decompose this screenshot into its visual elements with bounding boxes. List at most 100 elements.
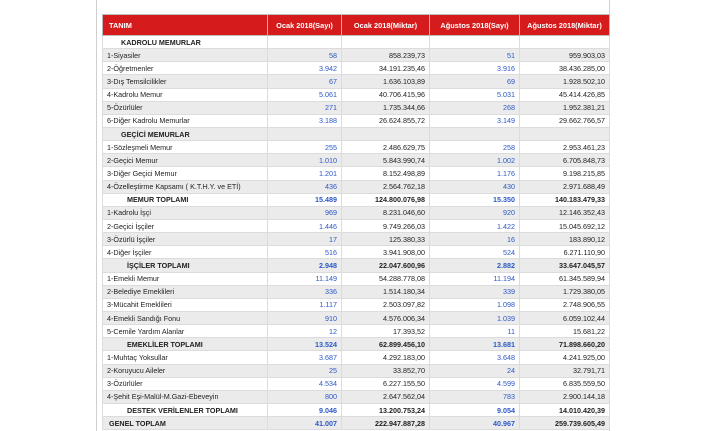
cell-agustos-sayi: 51 <box>429 48 520 63</box>
cell-tanim: 4-Kadrolu Memur <box>102 87 268 102</box>
table-row: 5-Cemile Yardım Alanlar 12 17.393,52 11 15.6… <box>102 324 610 339</box>
cell-ocak-sayi: 3.687 <box>267 350 342 365</box>
table-row: 4-Kadrolu Memur 5.061 40.706.415,96 5.031 45… <box>102 87 610 102</box>
table-row: 1-Emekli Memur 11.149 54.288.778,08 11.194 6… <box>102 271 610 286</box>
cell-agustos-sayi: 268 <box>429 100 520 115</box>
cell-agustos-sayi: 430 <box>429 179 520 194</box>
column-header-agustos-sayi: Ağustos 2018(Sayı) <box>429 14 520 36</box>
table-row: 2-Geçici İşçiler 1.446 9.749.266,03 1.422 15… <box>102 218 610 234</box>
cell-ocak-miktar: 13.200.753,24 <box>341 402 430 418</box>
cell-agustos-sayi: 1.002 <box>429 153 520 168</box>
cell-tanim: 4-Özelleştirme Kapsamı ( K.T.H.Y. ve ETİ… <box>102 179 268 194</box>
cell-ocak-sayi: 25 <box>267 363 342 378</box>
table-row: 2-Koruyucu Aileler 25 33.852,70 24 32.791,71 <box>102 363 610 378</box>
cell-ocak-miktar: 858.239,73 <box>341 48 430 63</box>
cell-tanim: EMEKLİLER TOPLAMI <box>102 337 268 352</box>
cell-ocak-miktar: 5.843.990,74 <box>341 153 430 168</box>
report-table-container: TANIM Ocak 2018(Sayı) Ocak 2018(Miktar) … <box>102 14 610 431</box>
total-row: İŞÇİLER TOPLAMI 2.948 22.047.600,96 2.882 33… <box>102 258 610 273</box>
cell-agustos-sayi: 1.422 <box>429 218 520 234</box>
cell-agustos-miktar: 140.183.479,33 <box>519 192 610 207</box>
table-body: KADROLU MEMURLAR 1-Siyasiler 58 858.239,73 5… <box>102 34 610 431</box>
cell-ocak-sayi: 15.489 <box>267 192 342 207</box>
cell-agustos-sayi: 783 <box>429 389 520 404</box>
cell-tanim: 4-Şehit Eşi-Malül-M.Gazi-Ebeveyin <box>102 389 268 404</box>
cell-ocak-miktar: 22.047.600,96 <box>341 258 430 273</box>
cell-tanim: 4-Emekli Sandığı Fonu <box>102 310 268 326</box>
column-header-agustos-miktar: Ağustos 2018(Miktar) <box>519 14 610 36</box>
table-row: 4-Şehit Eşi-Malül-M.Gazi-Ebeveyin 800 2.64… <box>102 389 610 404</box>
cell-agustos-sayi: 1.039 <box>429 310 520 326</box>
cell-agustos-miktar: 2.953.461,23 <box>519 140 610 155</box>
table-row: 4-Diğer İşçiler 516 3.941.908,00 524 6.271.1… <box>102 245 610 260</box>
column-header-ocak-sayi: Ocak 2018(Sayı) <box>267 14 342 36</box>
cell-agustos-miktar <box>519 34 610 50</box>
cell-agustos-sayi: 920 <box>429 205 520 220</box>
cell-ocak-miktar: 222.947.887,28 <box>341 416 430 431</box>
cell-tanim: 1-Sözleşmeli Memur <box>102 140 268 155</box>
table-row: 1-Kadrolu İşçi 969 8.231.046,60 920 12.146.3… <box>102 205 610 220</box>
cell-ocak-miktar: 6.227.155,50 <box>341 376 430 391</box>
table-row: 6-Diğer Kadrolu Memurlar 3.188 26.624.855,… <box>102 113 610 128</box>
cell-agustos-miktar: 4.241.925,00 <box>519 350 610 365</box>
cell-agustos-sayi: 3.149 <box>429 113 520 128</box>
cell-ocak-miktar: 54.288.778,08 <box>341 271 430 286</box>
cell-ocak-sayi: 3.942 <box>267 61 342 76</box>
table-row: 5-Özürlüler 271 1.735.344,66 268 1.952.381,2… <box>102 100 610 115</box>
cell-ocak-sayi: 1.446 <box>267 218 342 234</box>
cell-ocak-sayi: 13.524 <box>267 337 342 352</box>
cell-ocak-sayi: 17 <box>267 232 342 247</box>
cell-tanim: 1-Kadrolu İşçi <box>102 205 268 220</box>
cell-agustos-miktar: 71.898.660,20 <box>519 337 610 352</box>
cell-agustos-miktar: 6.835.559,50 <box>519 376 610 391</box>
cell-agustos-sayi: 258 <box>429 140 520 155</box>
cell-ocak-miktar: 2.486.629,75 <box>341 140 430 155</box>
cell-tanim: GENEL TOPLAM <box>102 416 268 431</box>
cell-ocak-sayi <box>267 126 342 142</box>
cell-tanim: 4-Diğer İşçiler <box>102 245 268 260</box>
cell-agustos-miktar: 6.271.110,90 <box>519 245 610 260</box>
cell-ocak-sayi: 336 <box>267 284 342 299</box>
cell-ocak-miktar <box>341 126 430 142</box>
cell-tanim: 5-Özürlüler <box>102 100 268 115</box>
cell-ocak-sayi: 58 <box>267 48 342 63</box>
cell-agustos-miktar: 33.647.045,57 <box>519 258 610 273</box>
cell-agustos-miktar: 2.971.688,49 <box>519 179 610 194</box>
cell-agustos-sayi: 524 <box>429 245 520 260</box>
cell-agustos-sayi: 1.176 <box>429 166 520 181</box>
table-row: 1-Sözleşmeli Memur 255 2.486.629,75 258 2.95… <box>102 140 610 155</box>
cell-ocak-miktar: 1.735.344,66 <box>341 100 430 115</box>
cell-agustos-miktar <box>519 126 610 142</box>
cell-ocak-sayi: 255 <box>267 140 342 155</box>
cell-ocak-miktar: 62.899.456,10 <box>341 337 430 352</box>
table-row: 3-Mücahit Emeklileri 1.117 2.503.097,82 1.0… <box>102 297 610 312</box>
cell-agustos-sayi: 3.648 <box>429 350 520 365</box>
cell-tanim: KADROLU MEMURLAR <box>102 34 268 50</box>
cell-tanim: GEÇİCİ MEMURLAR <box>102 126 268 142</box>
page-border-left <box>96 0 97 431</box>
cell-ocak-sayi: 67 <box>267 74 342 89</box>
cell-tanim: 3-Dış Temsilcilikler <box>102 74 268 89</box>
cell-agustos-miktar: 1.928.502,10 <box>519 74 610 89</box>
cell-ocak-miktar: 17.393,52 <box>341 324 430 339</box>
cell-agustos-sayi: 11 <box>429 324 520 339</box>
table-row: 1-Muhtaç Yoksullar 3.687 4.292.183,00 3.648… <box>102 350 610 365</box>
cell-ocak-sayi: 5.061 <box>267 87 342 102</box>
cell-agustos-miktar: 183.890,12 <box>519 232 610 247</box>
cell-tanim: 2-Geçici Memur <box>102 153 268 168</box>
table-row: 2-Geçici Memur 1.010 5.843.990,74 1.002 6.70… <box>102 153 610 168</box>
cell-tanim: MEMUR TOPLAMI <box>102 192 268 207</box>
cell-agustos-sayi: 339 <box>429 284 520 299</box>
budget-table: TANIM Ocak 2018(Sayı) Ocak 2018(Miktar) … <box>102 14 610 431</box>
cell-agustos-miktar: 15.045.692,12 <box>519 218 610 234</box>
table-row: 2-Öğretmenler 3.942 34.191.235,46 3.916 38.4… <box>102 61 610 76</box>
cell-ocak-miktar: 26.624.855,72 <box>341 113 430 128</box>
cell-ocak-miktar: 4.576.006,34 <box>341 310 430 326</box>
cell-tanim: 1-Muhtaç Yoksullar <box>102 350 268 365</box>
page-border-right <box>609 0 610 431</box>
total-row: MEMUR TOPLAMI 15.489 124.800.076,98 15.350 1… <box>102 192 610 207</box>
cell-agustos-miktar: 2.900.144,18 <box>519 389 610 404</box>
cell-tanim: 3-Mücahit Emeklileri <box>102 297 268 312</box>
cell-ocak-miktar: 2.503.097,82 <box>341 297 430 312</box>
cell-ocak-miktar: 40.706.415,96 <box>341 87 430 102</box>
